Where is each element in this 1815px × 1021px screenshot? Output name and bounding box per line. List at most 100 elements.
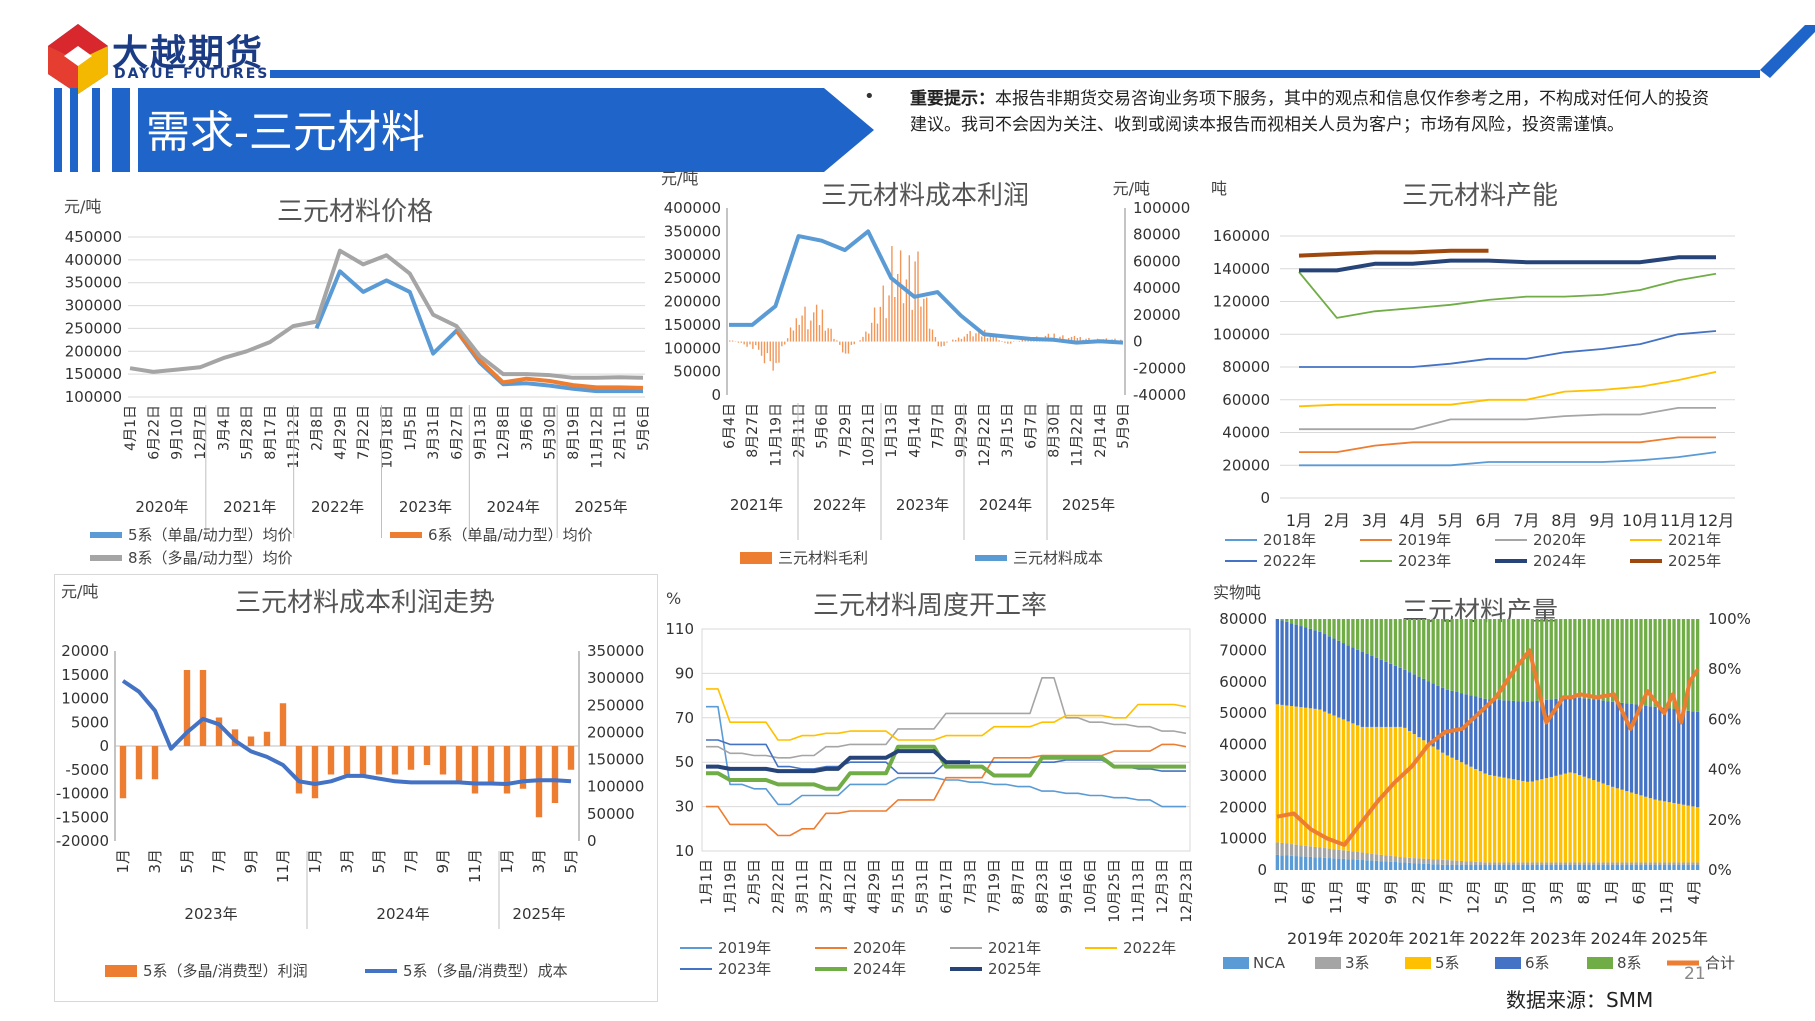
output-share-bar [1502,700,1506,778]
output-share-bar [1294,624,1298,707]
output-share-bar [1596,619,1601,701]
x-group-label: 2020年 [1348,929,1405,948]
x-tick-label: 10月 [1520,880,1538,914]
output-share-bar [1653,619,1657,707]
output-share-bar [1455,860,1459,865]
profit-bar [885,318,887,342]
output-share-bar [1355,851,1360,860]
output-share-bar [1365,860,1369,870]
profit-bar [786,338,789,342]
x-tick-label: 7月7日 [931,403,947,449]
output-share-bar [1374,726,1379,855]
profit-bar [873,307,876,342]
output-share-bar [1540,862,1544,865]
output-share-bar [1530,701,1535,782]
output-share-bar [1667,619,1671,709]
output-share-bar [1634,862,1638,865]
output-share-bar [1516,862,1520,865]
x-tick-label: 2月14日 [1093,403,1109,458]
output-share-bar [1299,619,1303,627]
x-tick-label: 11月22日 [1070,403,1086,467]
output-share-bar [1681,804,1686,863]
output-share-bar [1304,627,1308,708]
profit-bar [1073,335,1076,342]
output-share-bar [1313,846,1317,858]
output-share-bar [1525,862,1530,865]
y-tick-label: -40000 [1133,386,1186,404]
output-share-bar [1393,856,1398,862]
legend-label: 2019年 [718,939,771,957]
output-share-bar [1389,619,1393,664]
output-share-bar [1540,619,1544,701]
price-line [314,269,643,394]
x-tick-label: 3月 [1547,880,1565,905]
profit-bar [862,336,864,342]
legend-swatch [1495,957,1521,969]
y-tick-label: 60% [1708,710,1741,728]
output-share-bar [1502,777,1506,863]
output-share-bar [1686,862,1690,865]
output-share-bar [1662,864,1667,870]
capacity-line [1299,451,1717,467]
profit-bar [359,746,367,775]
legend-label: 2023年 [718,960,771,978]
y-tick-label: 0 [99,737,109,755]
output-share-bar [1393,665,1398,727]
output-share-bar [1322,634,1327,712]
output-share-bar [1577,619,1582,698]
profit-bar [391,746,399,775]
output-share-bar [1582,776,1586,863]
output-share-bar [1308,628,1313,709]
x-tick-label: 9月 [434,849,452,874]
output-share-bar [1474,864,1478,870]
output-share-bar [1511,700,1516,780]
legend-label: 2025年 [1668,552,1721,570]
output-share-bar [1559,774,1563,863]
output-share-bar [1610,619,1615,702]
x-tick-label: 5月15日 [891,859,907,914]
chart-cost-profit: 三元材料成本利润 元/吨 元/吨 400000 350000 300000 250000 20… [655,169,1190,570]
profit-bar [375,746,383,775]
x-group-label: 2022年 [1469,929,1526,948]
output-share-bar [1516,619,1520,702]
total-output-line [1276,648,1700,847]
profit-bar [821,309,824,342]
output-share-bar [1492,775,1497,863]
page-number: 21 [1684,964,1706,984]
output-share-bar [1289,706,1294,845]
output-share-bar [1516,701,1520,781]
x-tick-label: 5月6日 [815,403,831,449]
y-tick-label: 350000 [587,642,644,660]
profit-bar [1021,339,1024,342]
x-tick-label: 4月 [1400,511,1426,530]
output-share-bar [1573,773,1577,863]
y-tick-label: 30 [675,798,694,816]
x-tick-label: 12月 [1465,880,1483,914]
output-share-bar [1440,619,1445,688]
output-share-bar [1304,845,1308,857]
output-share-bar [1417,676,1421,738]
output-share-bar [1544,619,1549,700]
y-tick-label: 200000 [664,293,721,311]
y-tick-label: 20000 [1133,306,1181,324]
y-tick-label: 110 [665,620,694,638]
output-share-bar [1289,855,1294,870]
output-share-bar [1398,857,1402,863]
output-share-bar [1653,862,1657,865]
output-share-bar [1459,762,1464,861]
x-tick-label: 5月30日 [543,405,559,460]
output-share-bar [1422,740,1426,859]
output-share-bar [1322,857,1327,870]
output-share-bar [1318,709,1322,848]
output-share-bar [1459,864,1464,870]
output-share-bar [1365,619,1369,654]
x-tick-label: 12月23日 [1179,859,1195,923]
output-share-bar [1412,858,1416,864]
x-tick-label: 7月22日 [356,405,372,460]
x-tick-label: 11月12日 [589,405,605,469]
output-share-bar [1629,864,1634,870]
profit-bar [818,325,821,342]
x-tick-label: 1月5日 [403,405,419,451]
output-share-bar [1559,698,1563,775]
output-share-bar [1577,862,1582,865]
